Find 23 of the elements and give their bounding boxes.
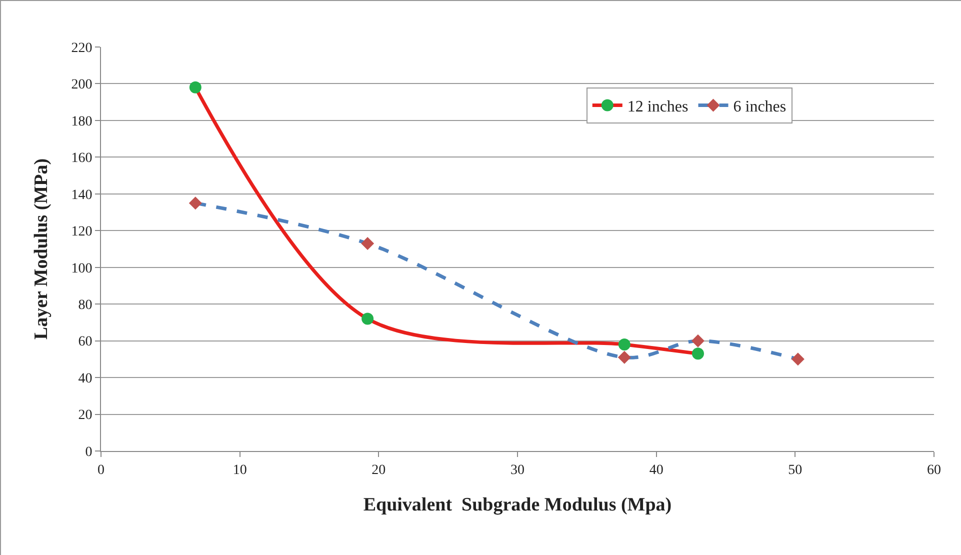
legend-label: 12 inches: [627, 98, 688, 116]
y-axis-title: Layer Modulus (MPa): [31, 158, 52, 340]
y-tick-label: 60: [78, 334, 92, 350]
x-tick-label: 10: [232, 462, 247, 478]
y-tick-label: 180: [71, 114, 92, 130]
y-tick-label: 80: [78, 298, 92, 313]
x-tick-label: 60: [927, 462, 941, 478]
x-tick-label: 50: [788, 462, 802, 478]
x-tick-label: 0: [98, 462, 104, 478]
x-tick-label: 40: [649, 462, 664, 478]
x-axis-title: Equivalent Subgrade Modulus (Mpa): [363, 494, 672, 516]
y-tick-label: 120: [71, 224, 92, 240]
y-tick-label: 20: [78, 408, 92, 424]
y-tick-label: 140: [71, 188, 92, 203]
x-tick-label: 20: [372, 462, 386, 478]
y-tick-label: 200: [71, 78, 92, 93]
x-tick-label: 30: [510, 462, 524, 478]
y-tick-label: 0: [85, 444, 92, 460]
y-tick-label: 40: [78, 371, 92, 386]
legend-label: 6 inches: [733, 98, 786, 116]
y-tick-label: 100: [71, 261, 92, 276]
y-tick-label: 220: [71, 40, 92, 56]
y-tick-label: 160: [71, 151, 92, 166]
